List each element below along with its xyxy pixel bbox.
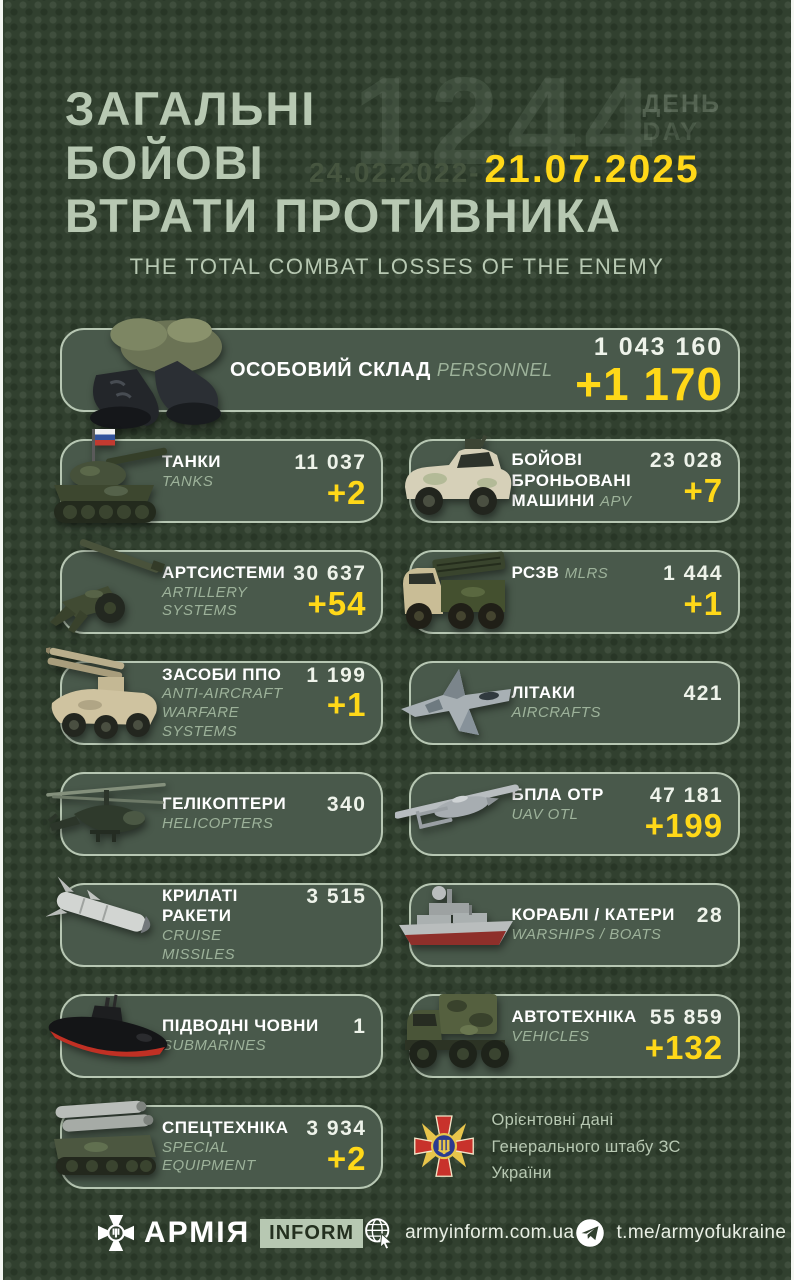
total-count: 55 859 (649, 1005, 724, 1029)
brand-logo: АРМІЯ INFORM (98, 1215, 364, 1251)
footer-bar: АРМІЯ INFORM armyinform.com.ua t.me/army… (98, 1206, 786, 1260)
card-anti-aircraft: ЗАСОБИ ППО ANTI-AIRCRAFT WARFARE SYSTEMS 1… (41, 647, 384, 745)
category-name-ua: ТАНКИ (162, 451, 221, 471)
category-name-en: TANKS (162, 472, 214, 490)
delta-count: +2 (326, 1139, 367, 1177)
total-count: 47 181 (649, 783, 724, 807)
general-staff-emblem-icon (413, 1113, 475, 1181)
card-helicopters: ГЕЛІКОПТЕРИ HELICOPTERS 340 (46, 772, 384, 856)
card-mlrs: РСЗВ MLRS 1 444 +1 (403, 550, 741, 634)
source-note-line2: Генерального штабу ЗС України (491, 1137, 681, 1183)
day-number-watermark: 1244 (353, 53, 661, 191)
day-label-ua: ДЕНЬ (642, 90, 721, 118)
delta-count: +1 170 (575, 357, 724, 410)
category-name-ua: КОРАБЛІ / КАТЕРИ (511, 905, 675, 925)
card-cruise-missiles: КРИЛАТІ РАКЕТИ CRUISE MISSILES 3 515 (45, 876, 384, 967)
total-count: 30 637 (293, 561, 367, 585)
brand-badge: INFORM (260, 1218, 364, 1248)
page-title-line1: ЗАГАЛЬНІ (65, 82, 317, 135)
card-uav-otl: БПЛА ОТР UAV OTL 47 181 +199 (394, 772, 741, 856)
date-range: 24.02.2022- 21.07.2025 (309, 148, 700, 192)
website-link: armyinform.com.ua (363, 1217, 575, 1250)
website-url: armyinform.com.ua (405, 1222, 575, 1243)
day-labels: ДЕНЬ DAY (642, 90, 721, 146)
category-name-ua: ГЕЛІКОПТЕРИ (162, 794, 287, 814)
delta-count: +199 (644, 806, 724, 844)
army-cross-logo-icon (98, 1215, 134, 1251)
category-name-en: SUBMARINES (162, 1036, 267, 1054)
category-name-en: AIRCRAFTS (511, 703, 601, 721)
source-note: Орієнтовні дані Генерального штабу ЗС Ук… (409, 1105, 740, 1189)
telegram-url: t.me/armyofukraine (616, 1222, 787, 1243)
category-name-en: ARTILLERY SYSTEMS (162, 583, 248, 620)
card-apv: БОЙОВІ БРОНЬОВАНІ МАШИНИ APV 23 028 +7 (405, 434, 741, 523)
category-name-ua: СПЕЦТЕХНІКА (162, 1117, 289, 1137)
card-special-equipment: СПЕЦТЕХНІКА SPECIAL EQUIPMENT 3 934 +2 (54, 1100, 384, 1189)
source-note-line1: Орієнтовні дані (491, 1111, 614, 1130)
page-title-line3: ВТРАТИ ПРОТИВНИКА (65, 189, 623, 243)
card-aircrafts: ЛІТАКИ AIRCRAFTS 421 (401, 661, 741, 745)
source-note-text: Орієнтовні дані Генерального штабу ЗС Ук… (491, 1107, 740, 1186)
category-name-en: HELICOPTERS (162, 814, 274, 832)
card-submarines: ПІДВОДНІ ЧОВНИ SUBMARINES 1 (48, 994, 384, 1078)
card-warships-boats: КОРАБЛІ / КАТЕРИ WARSHIPS / BOATS 28 (399, 883, 741, 967)
category-name-en: APV (599, 493, 632, 511)
date-start: 24.02.2022- (309, 157, 481, 188)
day-label-en: DAY (642, 118, 699, 146)
delta-count: +1 (326, 686, 367, 724)
delta-count: +54 (307, 584, 367, 622)
category-name-ua: БПЛА ОТР (511, 784, 604, 804)
category-name-en: CRUISE MISSILES (162, 926, 236, 963)
card-vehicles: АВТОТЕХНІКА VEHICLES 55 859 +132 (405, 994, 741, 1078)
telegram-link: t.me/armyofukraine (574, 1217, 786, 1249)
category-name-en: VEHICLES (511, 1027, 590, 1045)
category-name-ua: ЗАСОБИ ППО (162, 664, 282, 684)
category-name-en: UAV OTL (511, 805, 579, 823)
delta-count: +1 (683, 584, 724, 622)
total-count: 421 (683, 682, 724, 706)
total-count: 1 043 160 (593, 332, 724, 361)
delta-count: +7 (683, 471, 724, 509)
total-count: 11 037 (294, 450, 367, 474)
category-name-ua: РСЗВ MLRS (511, 562, 609, 582)
total-count: 1 199 (306, 663, 367, 687)
total-count: 1 444 (663, 561, 724, 585)
globe-icon (363, 1217, 395, 1250)
total-count: 340 (326, 793, 367, 817)
telegram-icon (574, 1217, 606, 1249)
total-count: 3 934 (306, 1116, 367, 1140)
total-count: 3 515 (306, 884, 367, 908)
category-name-en: ANTI-AIRCRAFT WARFARE SYSTEMS (162, 685, 283, 740)
category-name-ua: АРТСИСТЕМИ (162, 562, 286, 582)
category-name-ua: АВТОТЕХНІКА (511, 1006, 637, 1026)
delta-count: +132 (644, 1028, 724, 1066)
card-personnel: ОСОБОВИЙ СКЛАД PERSONNEL 1 043 160 +1 170 (60, 318, 741, 429)
category-name-en: SPECIAL EQUIPMENT (162, 1138, 256, 1175)
page-title: ЗАГАЛЬНІ БОЙОВІ ВТРАТИ ПРОТИВНИКА (65, 82, 622, 243)
page-title-line2: БОЙОВІ (65, 135, 265, 189)
brand-name: АРМІЯ (144, 1216, 251, 1249)
card-artillery-systems: АРТСИСТЕМИ ARTILLERY SYSTEMS 30 637 +54 (50, 539, 384, 634)
category-name-en: WARSHIPS / BOATS (511, 925, 662, 943)
category-name-ua: ЛІТАКИ (511, 683, 576, 703)
category-name-ua: ПІДВОДНІ ЧОВНИ (162, 1016, 319, 1036)
page-subtitle: THE TOTAL COMBAT LOSSES OF THE ENEMY (129, 254, 665, 279)
category-name-en: MLRS (564, 564, 609, 582)
category-name-ua: КРИЛАТІ РАКЕТИ (162, 885, 238, 926)
cards-grid: ОСОБОВИЙ СКЛАД PERSONNEL 1 043 160 +1 170 Т… (41, 318, 741, 1189)
category-name-en: PERSONNEL (436, 359, 553, 380)
category-name-ua: ОСОБОВИЙ СКЛАД PERSONNEL (230, 358, 553, 381)
date-end: 21.07.2025 (484, 148, 700, 191)
total-count: 1 (353, 1015, 367, 1039)
total-count: 28 (696, 904, 724, 928)
delta-count: +2 (326, 473, 367, 511)
total-count: 23 028 (649, 448, 724, 472)
category-name-ua: БОЙОВІ БРОНЬОВАНІ МАШИНИ APV (511, 449, 632, 511)
card-tanks: ТАНКИ TANKS 11 037 +2 (54, 429, 384, 523)
